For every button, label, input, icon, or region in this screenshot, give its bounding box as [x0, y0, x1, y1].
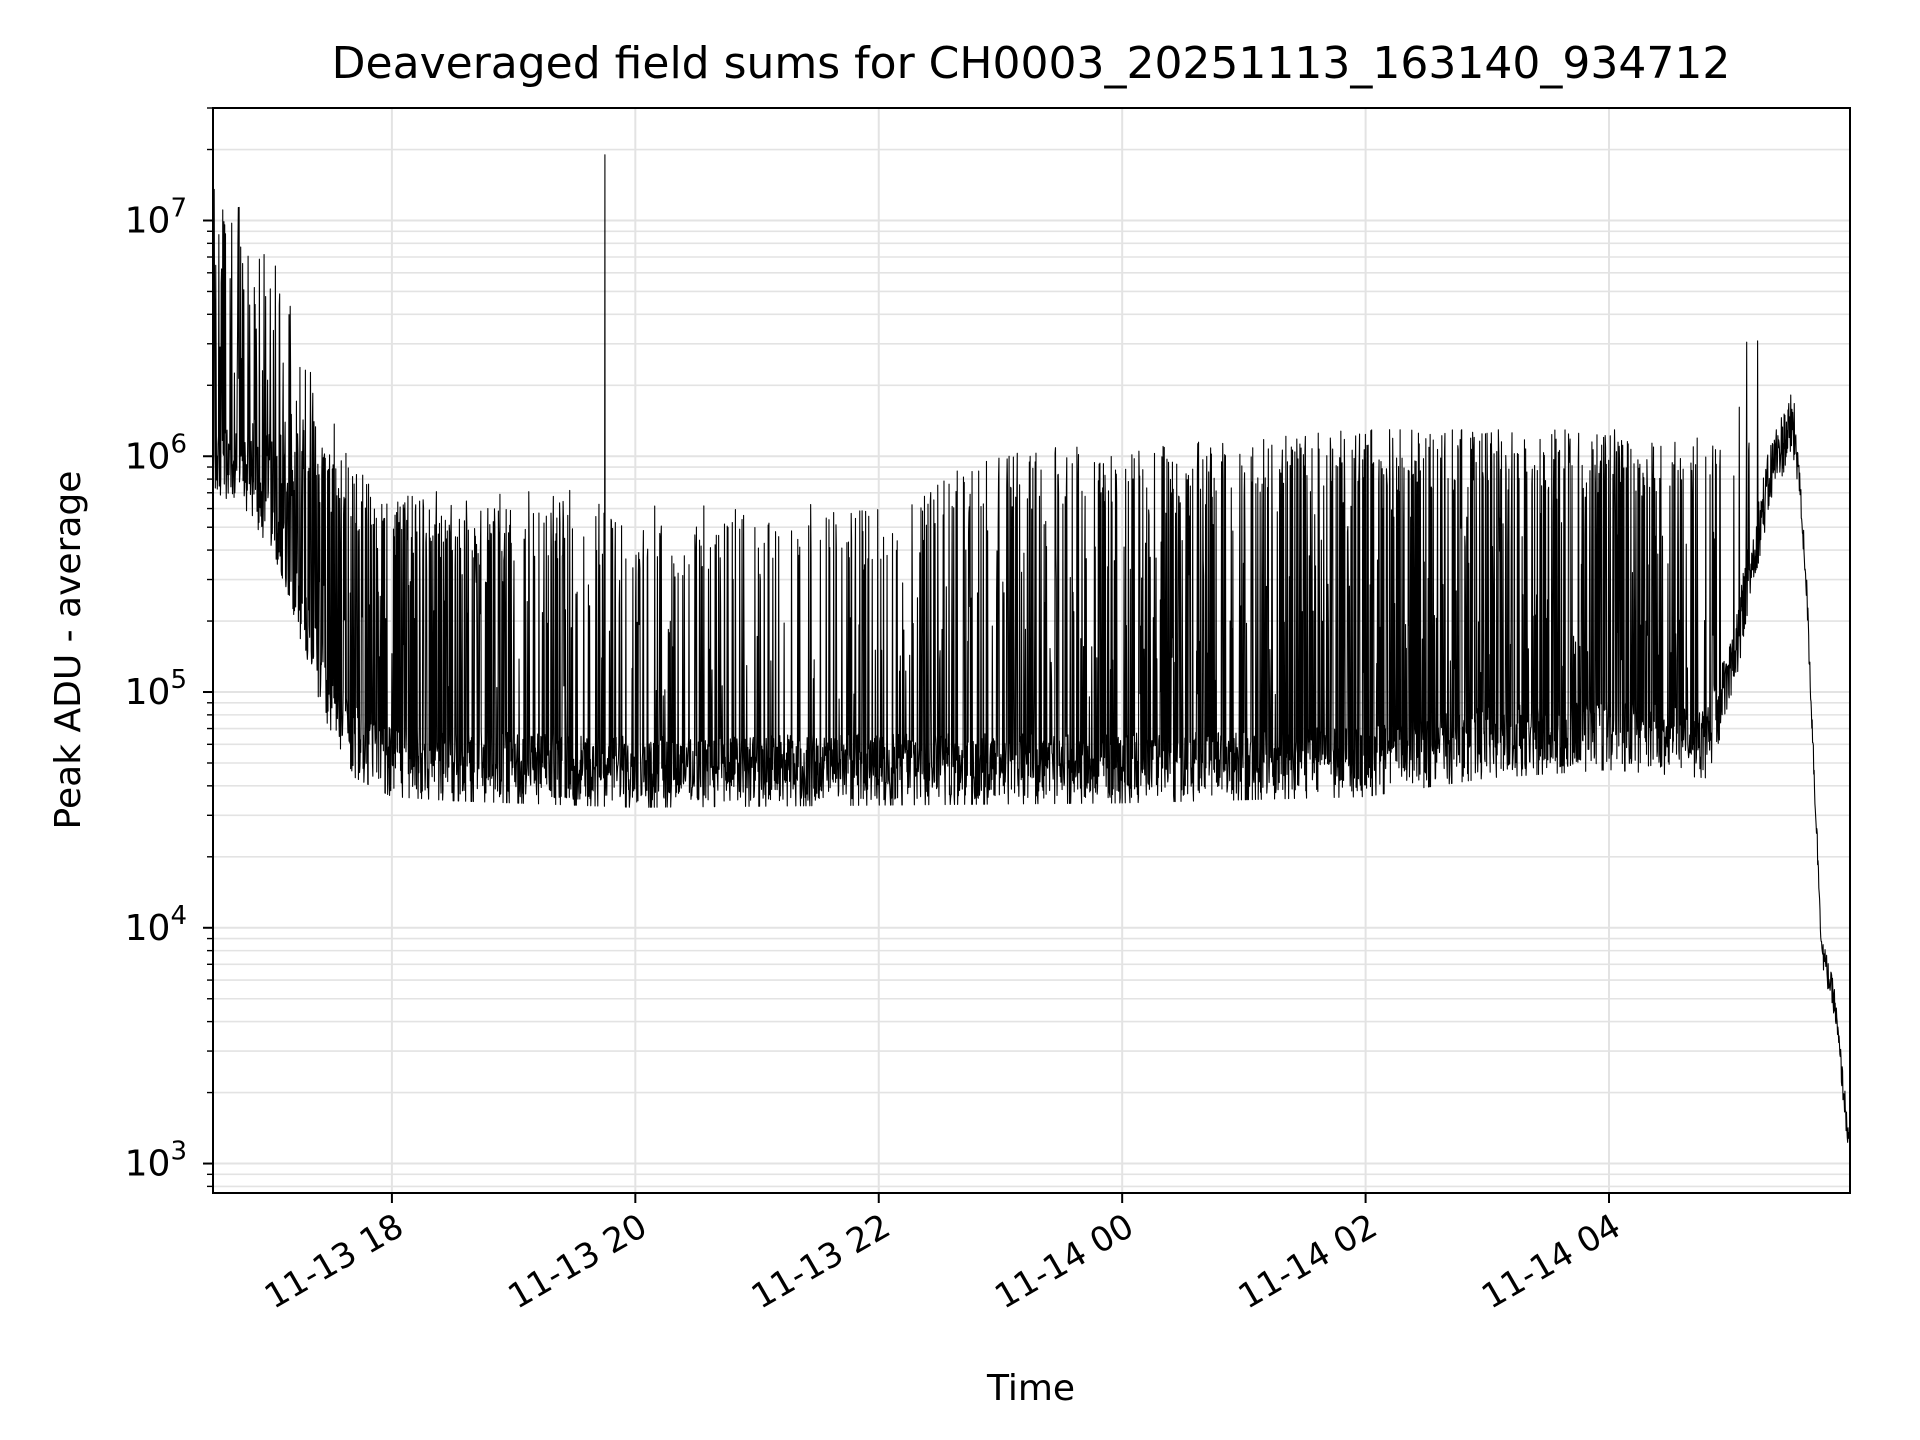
y-tick-label: 105 — [125, 665, 187, 713]
y-tick-label: 104 — [125, 901, 187, 949]
chart-title: Deaveraged field sums for CH0003_2025111… — [332, 38, 1731, 89]
series-path — [212, 154, 1851, 1158]
plot-area-frame — [212, 107, 1851, 1194]
series-line — [212, 154, 1851, 1158]
x-axis-label: Time — [986, 1368, 1075, 1409]
y-axis-label: Peak ADU - average — [48, 471, 89, 830]
y-tick-label: 107 — [125, 193, 187, 241]
y-tick-label: 103 — [125, 1137, 187, 1185]
y-tick-label: 106 — [125, 429, 187, 477]
